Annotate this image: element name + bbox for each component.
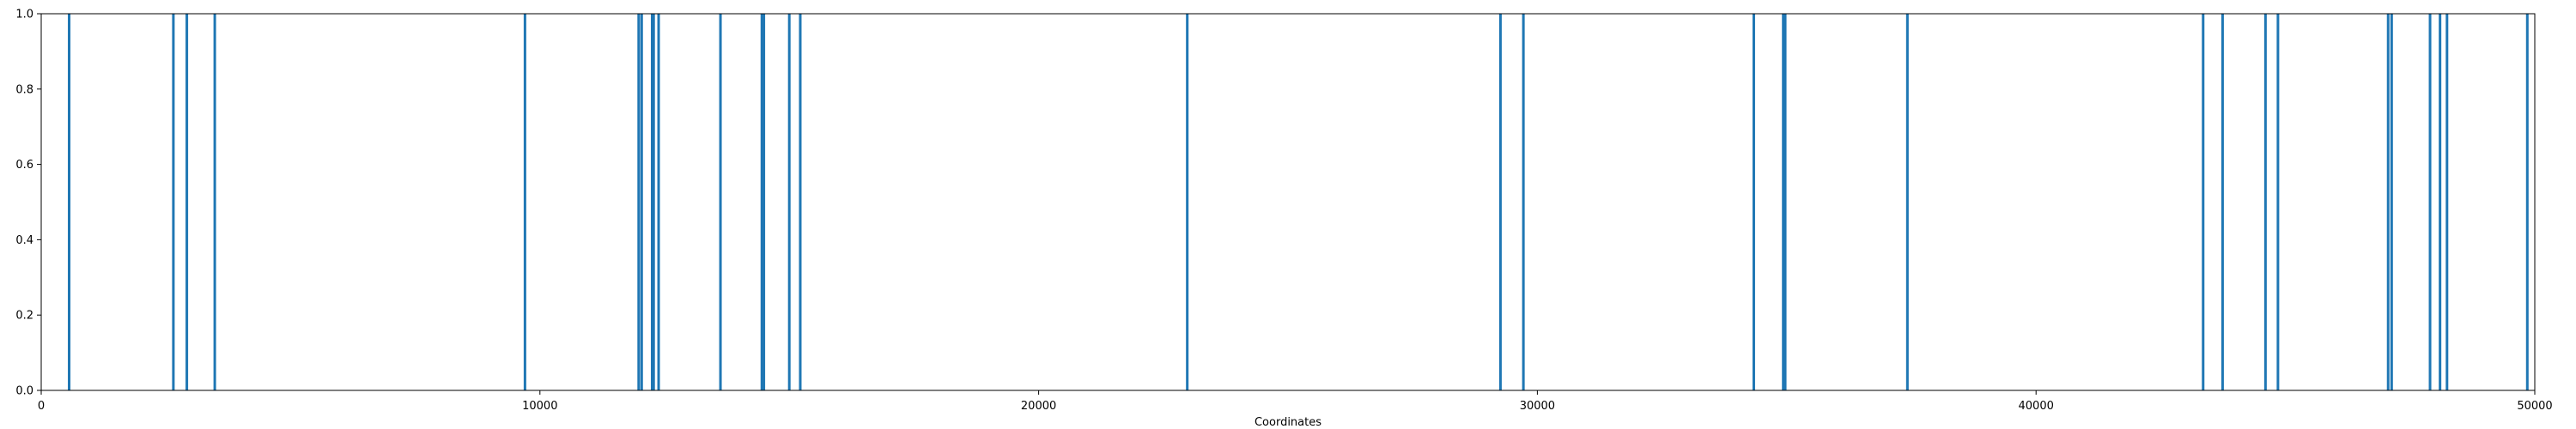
bar xyxy=(719,14,722,390)
bar xyxy=(2386,14,2390,390)
bar xyxy=(2221,14,2224,390)
bar xyxy=(799,14,802,390)
x-tick-label: 10000 xyxy=(522,400,557,413)
bar xyxy=(760,14,763,390)
bar xyxy=(640,14,643,390)
plot-frame xyxy=(40,13,2536,391)
bar xyxy=(1905,14,1909,390)
bar xyxy=(2445,14,2449,390)
x-tick-label: 40000 xyxy=(2019,400,2054,413)
bar xyxy=(652,14,655,390)
bar xyxy=(650,14,653,390)
bar xyxy=(1498,14,1502,390)
bar xyxy=(2525,14,2529,390)
bar xyxy=(68,14,71,390)
bar xyxy=(637,14,641,390)
bar xyxy=(762,14,766,390)
bar xyxy=(2390,14,2393,390)
y-tick-label: 0.6 xyxy=(15,159,33,172)
bar xyxy=(523,14,526,390)
y-tick-label: 0.0 xyxy=(15,385,33,398)
y-tick-label: 0.4 xyxy=(15,234,33,247)
x-tick-label: 20000 xyxy=(1021,400,1056,413)
bar xyxy=(213,14,216,390)
x-axis: 0 10000 20000 30000 40000 50000 xyxy=(38,390,2553,413)
x-tick-label: 30000 xyxy=(1520,400,1555,413)
bar xyxy=(172,14,175,390)
bar xyxy=(2263,14,2267,390)
bar xyxy=(2202,14,2205,390)
bar xyxy=(2428,14,2432,390)
bar xyxy=(1783,14,1787,390)
bar xyxy=(787,14,791,390)
y-axis: 0.0 0.2 0.4 0.6 0.8 1.0 xyxy=(15,9,41,398)
bar xyxy=(657,14,660,390)
y-tick-label: 0.8 xyxy=(15,83,33,96)
x-tick-label: 0 xyxy=(38,400,45,413)
bar xyxy=(1752,14,1755,390)
x-axis-label: Coordinates xyxy=(1255,416,1321,429)
x-tick-label: 50000 xyxy=(2517,400,2552,413)
bar xyxy=(1522,14,1525,390)
y-tick-label: 0.2 xyxy=(15,310,33,323)
bar xyxy=(1186,14,1189,390)
bar xyxy=(2276,14,2280,390)
bar xyxy=(185,14,189,390)
bar xyxy=(2439,14,2442,390)
bars-layer xyxy=(68,14,2529,390)
bar xyxy=(1782,14,1785,390)
y-tick-label: 1.0 xyxy=(15,9,33,21)
